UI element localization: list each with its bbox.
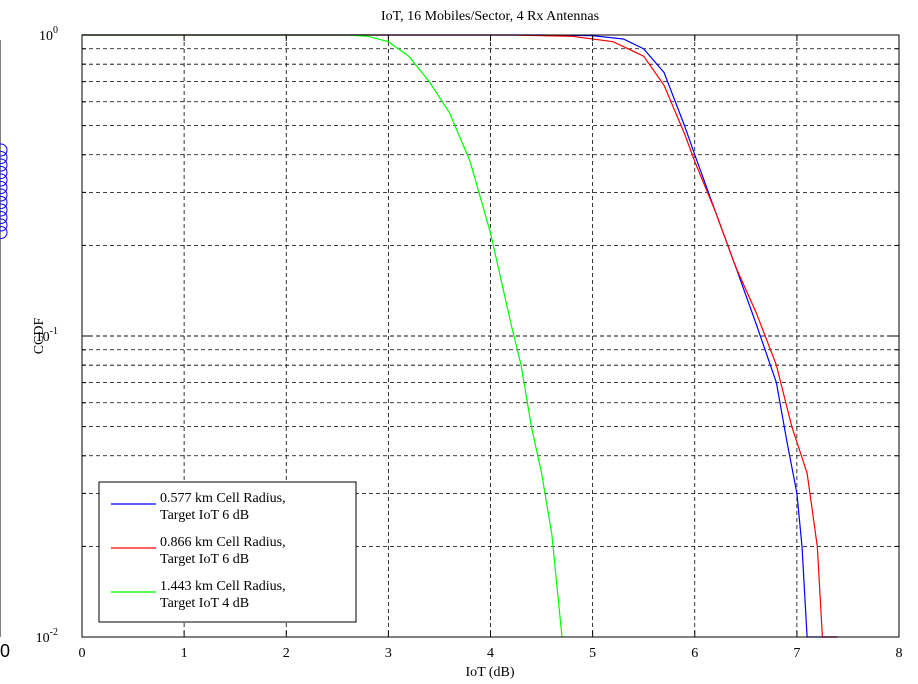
clipped-marker	[0, 218, 8, 232]
x-axis-label: IoT (dB)	[465, 665, 514, 680]
clipped-marker	[0, 173, 8, 187]
y-tick-exponent: -1	[50, 326, 58, 337]
clipped-marker	[0, 203, 8, 217]
gridlines	[82, 34, 899, 637]
y-tick-label: 100	[39, 25, 58, 44]
y-tick-exponent: 0	[53, 25, 58, 36]
x-tick-label: 2	[283, 646, 290, 661]
legend-label-line: 0.577 km Cell Radius,	[160, 491, 286, 506]
clipped-marker	[0, 188, 8, 202]
legend-box	[98, 481, 357, 623]
clipped-axis-tick-label: 0	[0, 641, 10, 661]
clipped-marker	[0, 151, 8, 164]
clipped-marker	[0, 181, 8, 194]
x-tick-label: 0	[79, 646, 86, 661]
clipped-previous-chart: 0	[0, 40, 10, 661]
legend-label-line: Target IoT 4 dB	[160, 596, 249, 611]
clipped-marker	[0, 143, 8, 157]
x-tick-label: 6	[691, 646, 698, 661]
series-layer	[82, 34, 838, 638]
x-tick-label: 4	[487, 646, 494, 661]
chart-title: IoT, 16 Mobiles/Sector, 4 Rx Antennas	[381, 9, 599, 24]
legend-label-line: Target IoT 6 dB	[160, 552, 249, 567]
x-tick-label: 3	[385, 646, 392, 661]
clipped-marker-cluster	[0, 143, 8, 239]
series-line-3	[82, 34, 563, 638]
clipped-marker	[0, 226, 8, 239]
legend: 0.577 km Cell Radius, Target IoT 6 dB0.86…	[98, 481, 357, 623]
clipped-marker	[0, 166, 8, 179]
legend-label-line: Target IoT 6 dB	[160, 508, 249, 523]
x-tick-label: 8	[896, 646, 903, 661]
series-line-2	[82, 34, 838, 638]
x-tick-label: 5	[589, 646, 596, 661]
x-tick-label: 7	[793, 646, 800, 661]
y-axis-label: CCDF	[32, 318, 47, 355]
legend-label-1: 0.577 km Cell Radius, Target IoT 6 dB	[160, 491, 286, 523]
y-tick-label: 10-2	[36, 627, 58, 646]
clipped-marker	[0, 158, 8, 172]
legend-label-3: 1.443 km Cell Radius, Target IoT 4 dB	[160, 579, 286, 611]
legend-label-2: 0.866 km Cell Radius, Target IoT 6 dB	[160, 535, 286, 567]
y-tick-exponent: -2	[50, 627, 58, 638]
legend-label-line: 0.866 km Cell Radius,	[160, 535, 286, 550]
clipped-marker	[0, 196, 8, 209]
x-tick-label: 1	[181, 646, 188, 661]
legend-label-line: 1.443 km Cell Radius,	[160, 579, 286, 594]
clipped-marker	[0, 211, 8, 224]
